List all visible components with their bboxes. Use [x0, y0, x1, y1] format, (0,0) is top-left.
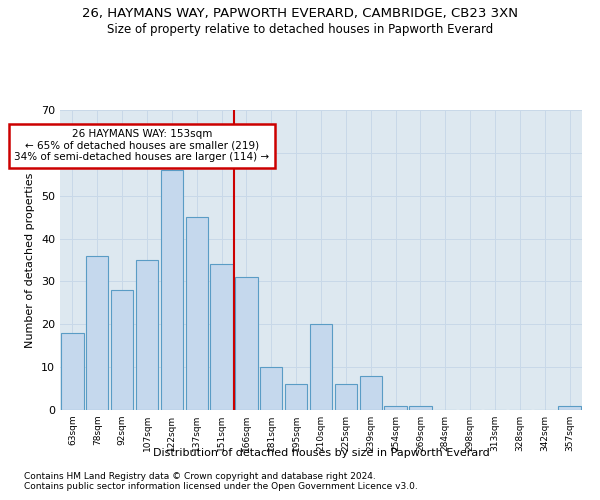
Bar — [310, 324, 332, 410]
Bar — [185, 217, 208, 410]
Bar — [285, 384, 307, 410]
Text: Contains public sector information licensed under the Open Government Licence v3: Contains public sector information licen… — [24, 482, 418, 491]
Bar — [359, 376, 382, 410]
Bar — [260, 367, 283, 410]
Bar — [385, 406, 407, 410]
Y-axis label: Number of detached properties: Number of detached properties — [25, 172, 35, 348]
Text: 26, HAYMANS WAY, PAPWORTH EVERARD, CAMBRIDGE, CB23 3XN: 26, HAYMANS WAY, PAPWORTH EVERARD, CAMBR… — [82, 8, 518, 20]
Bar — [235, 277, 257, 410]
Bar — [136, 260, 158, 410]
Text: 26 HAYMANS WAY: 153sqm
← 65% of detached houses are smaller (219)
34% of semi-de: 26 HAYMANS WAY: 153sqm ← 65% of detached… — [14, 130, 269, 162]
Text: Distribution of detached houses by size in Papworth Everard: Distribution of detached houses by size … — [152, 448, 490, 458]
Bar — [211, 264, 233, 410]
Bar — [409, 406, 431, 410]
Text: Contains HM Land Registry data © Crown copyright and database right 2024.: Contains HM Land Registry data © Crown c… — [24, 472, 376, 481]
Bar — [86, 256, 109, 410]
Bar — [111, 290, 133, 410]
Bar — [61, 333, 83, 410]
Bar — [559, 406, 581, 410]
Text: Size of property relative to detached houses in Papworth Everard: Size of property relative to detached ho… — [107, 22, 493, 36]
Bar — [335, 384, 357, 410]
Bar — [161, 170, 183, 410]
